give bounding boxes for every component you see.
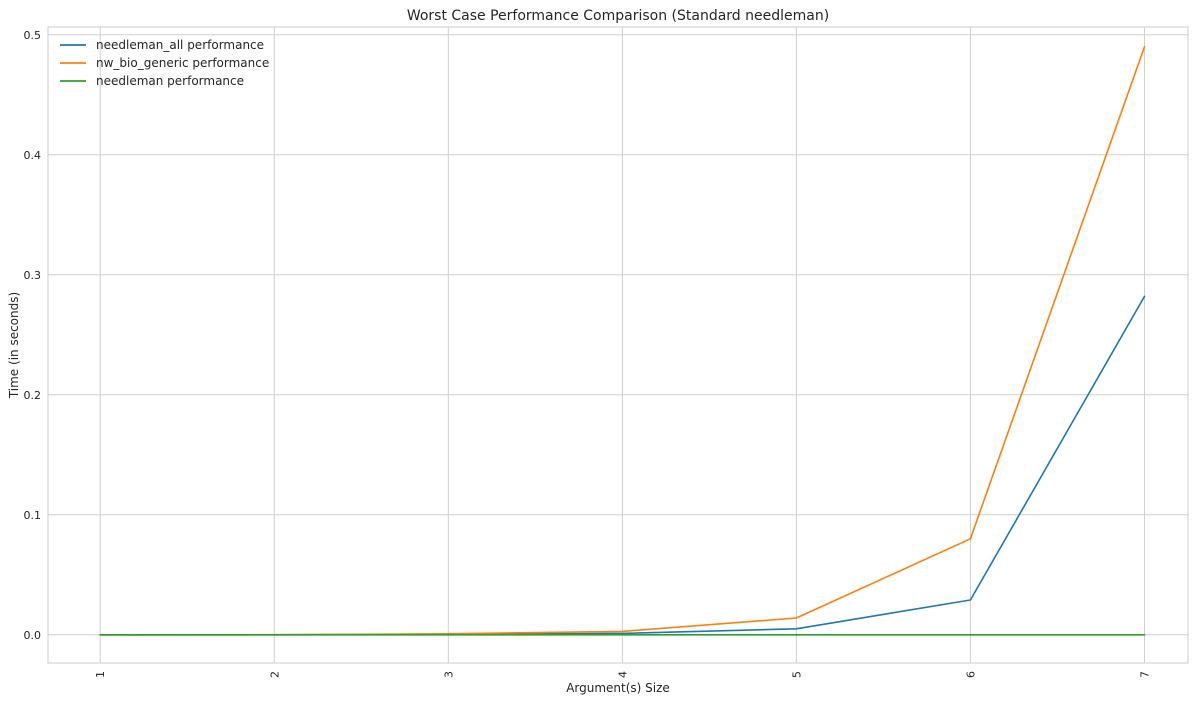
y-tick-labels: 0.0 0.1 0.2 0.3 0.4 0.5 [24,29,42,642]
x-tick-label: 1 [94,671,107,678]
series-lines [99,45,1146,636]
y-tick-label: 0.1 [24,509,42,522]
x-tick-label: 5 [790,671,803,678]
y-tick-label: 0.5 [24,29,42,42]
x-tick-label: 3 [442,671,455,678]
legend-label: needleman_all performance [96,38,264,52]
grid-lines [48,27,1188,663]
x-tick-labels: 1 2 3 4 5 6 7 [94,671,1151,678]
x-tick-label: 4 [616,671,629,678]
y-tick-label: 0.3 [24,269,42,282]
plot-area [47,26,1189,664]
x-tick-label: 7 [1138,671,1151,678]
chart-title: Worst Case Performance Comparison (Stand… [407,8,829,24]
legend-label: nw_bio_generic performance [96,56,269,70]
y-tick-label: 0.2 [24,389,42,402]
legend: needleman_all performance nw_bio_generic … [60,38,269,88]
x-tick-label: 6 [964,671,977,678]
y-tick-label: 0.4 [24,149,42,162]
legend-label: needleman performance [96,74,244,88]
x-axis-label: Argument(s) Size [566,681,670,695]
x-tick-label: 2 [268,671,281,678]
y-axis-label: Time (in seconds) [7,292,21,399]
y-tick-label: 0.0 [24,629,42,642]
